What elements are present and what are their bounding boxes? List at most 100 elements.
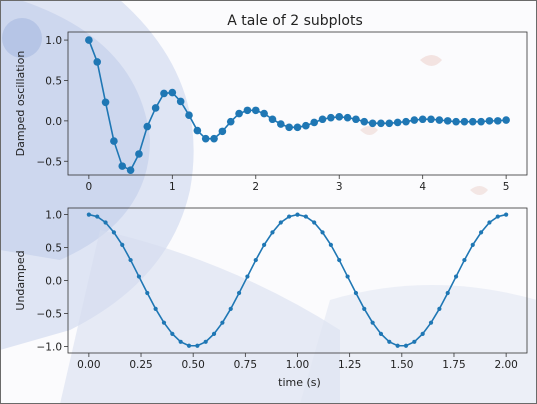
data-point	[295, 212, 300, 217]
x-tick-label: 0	[86, 181, 93, 193]
data-point	[120, 242, 125, 248]
data-point	[362, 306, 367, 311]
figure-title: A tale of 2 subplots	[227, 13, 363, 29]
x-tick-label: 2.00	[494, 359, 517, 371]
data-point	[318, 115, 327, 124]
data-point	[462, 257, 467, 263]
data-point	[477, 117, 485, 126]
data-point	[101, 98, 110, 107]
x-tick-label: 1.75	[442, 359, 465, 371]
data-point	[460, 117, 469, 126]
data-point	[111, 230, 116, 235]
data-point	[195, 343, 200, 348]
data-point	[253, 257, 258, 263]
x-tick-label: 1.25	[338, 359, 361, 371]
data-point	[485, 117, 494, 125]
data-point	[452, 117, 460, 126]
data-point	[218, 127, 227, 136]
data-point	[145, 290, 150, 296]
data-point	[260, 109, 268, 118]
data-point	[327, 113, 335, 122]
data-point	[186, 343, 192, 348]
data-point	[328, 242, 333, 248]
data-point	[428, 320, 434, 325]
data-point	[228, 306, 233, 311]
artwork-fabric-shape	[60, 230, 340, 404]
data-point	[403, 343, 409, 348]
data-point	[160, 89, 168, 98]
x-tick-label: 3	[336, 181, 343, 193]
artwork-eye-shape	[2, 18, 42, 58]
data-point	[495, 214, 500, 219]
data-point	[176, 97, 185, 106]
data-point	[235, 109, 243, 118]
data-point	[95, 214, 100, 219]
data-point	[337, 257, 342, 263]
x-tick-label: 4	[419, 181, 426, 193]
data-point	[211, 331, 217, 336]
data-point	[479, 230, 484, 235]
data-point	[470, 242, 475, 248]
series-line	[88, 39, 507, 172]
data-point	[468, 117, 477, 126]
data-point	[493, 117, 502, 125]
data-point	[270, 230, 275, 235]
data-point	[143, 122, 152, 131]
data-point	[243, 106, 252, 115]
data-point	[320, 230, 325, 235]
data-point	[151, 104, 160, 112]
artwork-petal-shape	[420, 55, 442, 66]
x-tick-label: 5	[503, 181, 510, 193]
axes-frame	[67, 31, 528, 176]
data-point	[368, 119, 377, 128]
data-point	[136, 274, 142, 279]
data-point	[126, 166, 135, 174]
data-point	[168, 88, 177, 97]
data-point	[378, 331, 384, 336]
data-point	[487, 220, 492, 225]
artwork-hair-shape	[0, 0, 150, 260]
data-point	[445, 290, 450, 296]
data-point	[502, 116, 510, 124]
data-point	[201, 134, 210, 143]
data-point	[153, 306, 158, 311]
subplot-2: 0.00 0.25 0.50 0.75 1.00 1.25 1.50 1.75 2.00 −1.0…	[14, 207, 528, 389]
data-point	[437, 306, 442, 311]
data-point	[410, 116, 419, 124]
data-point	[118, 162, 127, 170]
data-point	[85, 36, 93, 44]
y-axis-label: Damped oscillation	[14, 51, 27, 157]
y-tick-label: 0.0	[45, 276, 62, 288]
data-point	[268, 115, 277, 124]
data-point	[278, 220, 283, 225]
artwork-petal-shape	[360, 126, 378, 135]
data-point	[93, 58, 102, 66]
x-tick-label: 0.00	[77, 359, 100, 371]
artwork-fabric-shape	[300, 285, 537, 404]
data-point	[170, 331, 175, 336]
data-point	[110, 137, 118, 145]
data-point	[302, 121, 310, 130]
data-point	[312, 220, 317, 225]
data-point	[262, 242, 267, 248]
series-line	[88, 213, 507, 347]
data-point	[220, 320, 225, 325]
data-point	[251, 106, 260, 115]
x-tick-label: 0.25	[129, 359, 152, 371]
x-tick-label: 0.50	[181, 359, 204, 371]
data-point	[387, 339, 392, 344]
x-axis-label: time (s)	[278, 376, 321, 389]
data-point	[353, 290, 359, 296]
data-point	[435, 116, 444, 124]
data-point	[135, 150, 143, 158]
data-point	[178, 339, 183, 344]
data-point	[193, 126, 202, 135]
data-point	[427, 115, 435, 124]
y-tick-label: 0.5	[45, 75, 62, 87]
data-point	[245, 274, 250, 279]
y-tick-label: 1.0	[45, 35, 62, 47]
data-point	[285, 123, 293, 132]
data-point	[393, 118, 402, 127]
data-point	[360, 117, 369, 126]
